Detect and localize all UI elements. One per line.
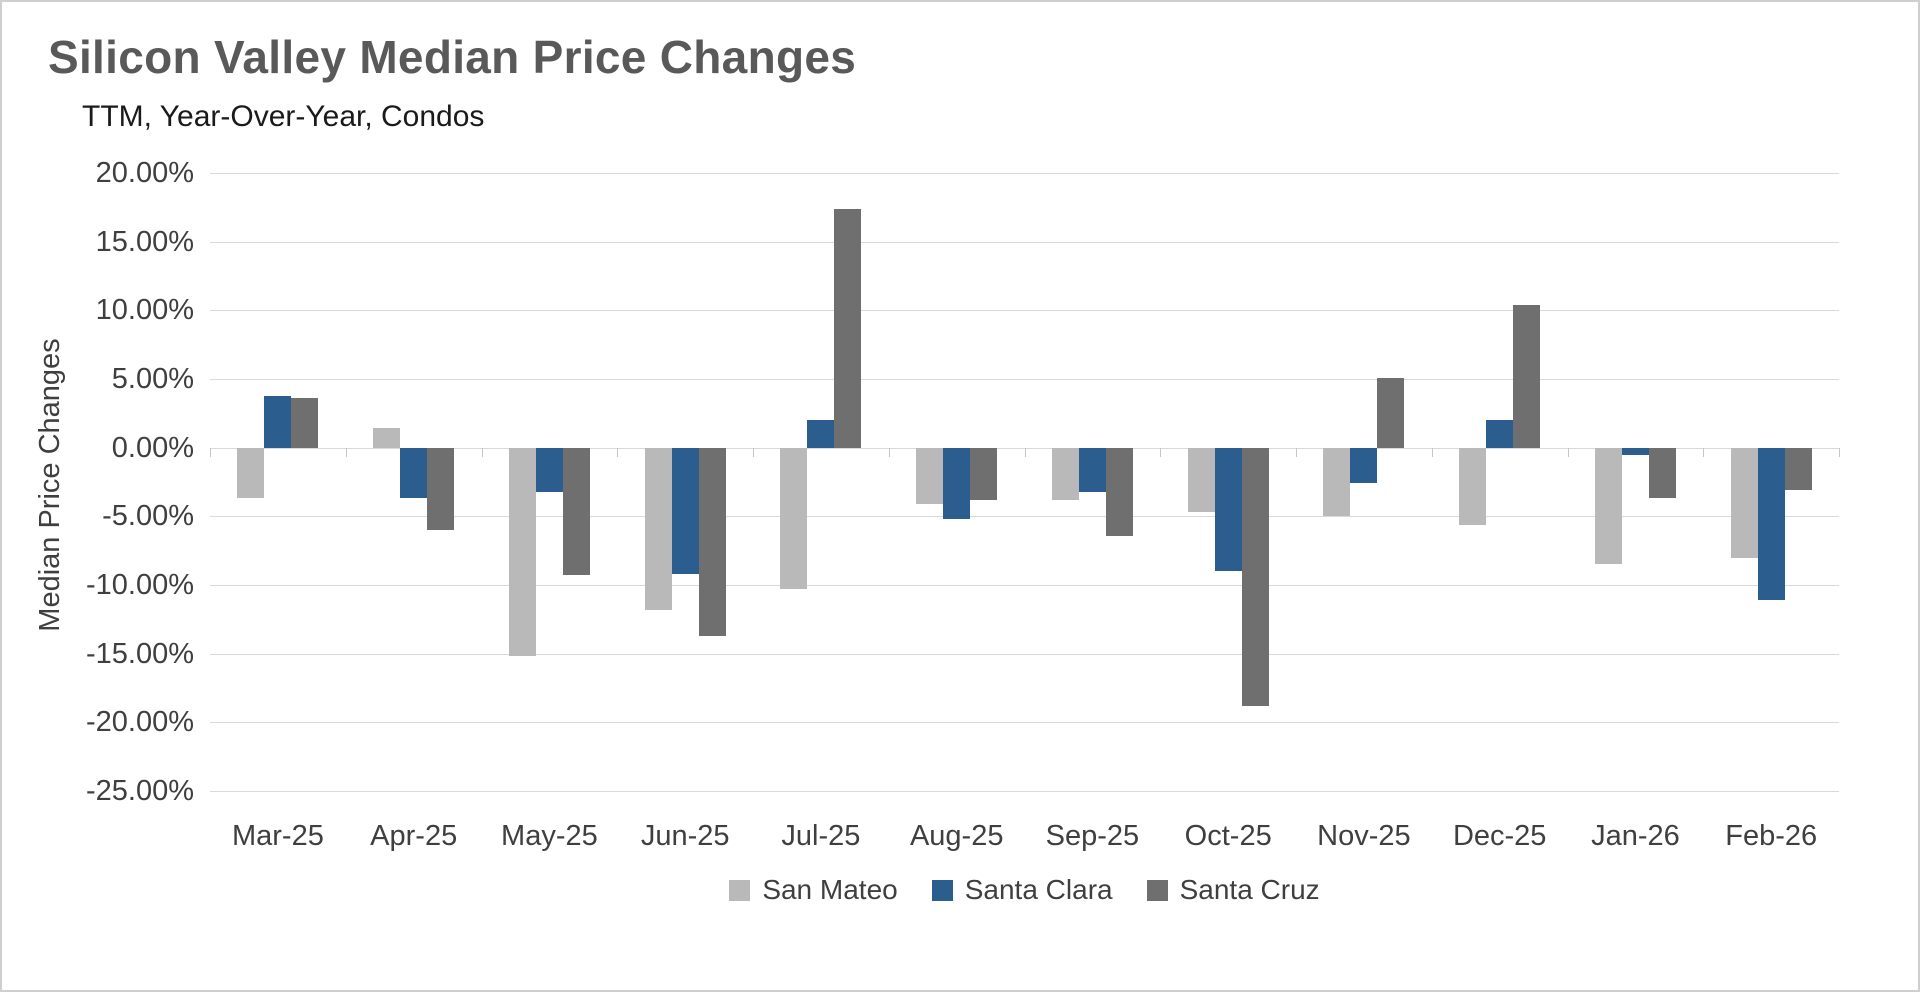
chart-subtitle: TTM, Year-Over-Year, Condos	[82, 100, 485, 133]
legend-item-santa-cruz: Santa Cruz	[1146, 874, 1320, 906]
x-tick-label: Jul-25	[781, 820, 861, 852]
legend-label: Santa Cruz	[1179, 874, 1320, 905]
y-tick-label: -20.00%	[85, 706, 194, 739]
y-tick-label: 0.00%	[111, 431, 194, 464]
bar	[1051, 447, 1079, 500]
x-tick-label: Feb-26	[1725, 820, 1818, 852]
bar	[427, 447, 455, 531]
bar	[1350, 447, 1378, 484]
bar	[1513, 304, 1541, 448]
y-tick-label: 10.00%	[95, 294, 194, 327]
bar	[562, 447, 590, 576]
gridline	[210, 241, 1839, 243]
y-tick-label: 20.00%	[95, 157, 194, 189]
category-axis-tick	[210, 447, 211, 457]
x-axis-labels: Mar-25 Apr-25 May-25 Jun-25 Jul-25 Aug-25 Sep-…	[210, 820, 1839, 860]
y-tick-label: 15.00%	[95, 225, 194, 258]
bar	[671, 447, 699, 574]
gridline	[210, 310, 1839, 312]
plot-area	[210, 173, 1840, 792]
category-axis-tick	[1160, 447, 1162, 457]
bar	[1730, 447, 1758, 558]
bar	[400, 447, 428, 499]
bar	[1105, 447, 1133, 536]
legend-swatch	[931, 879, 953, 901]
x-tick-label: Mar-25	[231, 820, 324, 852]
legend-label: San Mateo	[762, 874, 898, 905]
bar	[807, 420, 835, 448]
legend-swatch	[1146, 879, 1168, 901]
x-tick-label: Aug-25	[909, 820, 1004, 852]
category-axis-tick	[481, 447, 483, 457]
legend-item-santa-clara: Santa Clara	[931, 874, 1113, 906]
gridline	[210, 173, 1839, 174]
bar	[373, 428, 401, 448]
gridline	[210, 585, 1839, 586]
bar	[943, 447, 971, 520]
chart-title: Silicon Valley Median Price Changes	[48, 31, 857, 83]
category-axis-tick	[1296, 447, 1297, 457]
x-tick-label: Oct-25	[1184, 820, 1272, 852]
gridline	[210, 516, 1839, 518]
bar	[834, 208, 862, 448]
bar	[1078, 447, 1106, 492]
bar	[1621, 447, 1649, 455]
category-axis-tick	[1431, 447, 1433, 457]
x-tick-label: Apr-25	[370, 820, 458, 852]
x-tick-label: Jun-25	[640, 820, 730, 852]
bar	[698, 447, 726, 636]
bar	[1594, 447, 1622, 565]
category-axis-tick	[617, 447, 619, 457]
gridline	[210, 722, 1839, 724]
y-tick-label: -5.00%	[102, 500, 194, 533]
x-tick-label: Nov-25	[1317, 820, 1411, 852]
legend-label: Santa Clara	[964, 874, 1113, 905]
gridline	[210, 379, 1839, 380]
x-tick-label: Sep-25	[1045, 820, 1140, 852]
y-axis-tick-labels: 20.00% 15.00% 10.00% 5.00% 0.00% -5.00% -10.00…	[2, 157, 194, 807]
y-tick-label: 5.00%	[111, 363, 194, 395]
bar	[1486, 420, 1514, 448]
y-tick-label: -25.00%	[85, 775, 194, 807]
gridline	[210, 791, 1839, 792]
bar	[237, 447, 265, 499]
bar	[1323, 447, 1351, 517]
bar	[1214, 447, 1242, 572]
bar	[1377, 377, 1405, 448]
bar	[535, 447, 563, 492]
category-axis-tick	[888, 447, 890, 457]
y-tick-label: -15.00%	[85, 637, 194, 670]
bar	[1757, 447, 1785, 601]
legend: San Mateo Santa Clara Santa Cruz	[210, 874, 1839, 906]
legend-item-san-mateo: San Mateo	[729, 874, 898, 906]
category-axis-tick	[345, 447, 347, 457]
bar	[644, 447, 672, 610]
category-axis-tick	[1024, 447, 1026, 457]
bar	[970, 447, 998, 500]
bar	[1187, 447, 1215, 513]
bar	[1648, 447, 1676, 499]
x-tick-label: Jan-26	[1591, 820, 1680, 852]
x-tick-label: Dec-25	[1452, 820, 1547, 852]
category-axis-tick	[1703, 447, 1705, 457]
bar	[780, 447, 808, 590]
category-axis-tick	[753, 447, 754, 457]
bar	[1459, 447, 1487, 525]
y-tick-label: -10.00%	[85, 569, 194, 601]
bar	[508, 447, 536, 657]
bar	[291, 398, 319, 448]
bar	[1241, 447, 1269, 706]
x-tick-label: May-25	[501, 820, 598, 852]
legend-swatch	[729, 879, 751, 901]
bar	[264, 395, 292, 448]
bar	[916, 447, 944, 504]
category-axis-tick	[1839, 447, 1840, 457]
category-axis-tick	[1567, 447, 1569, 457]
gridline	[210, 653, 1839, 655]
bar	[1784, 447, 1812, 491]
